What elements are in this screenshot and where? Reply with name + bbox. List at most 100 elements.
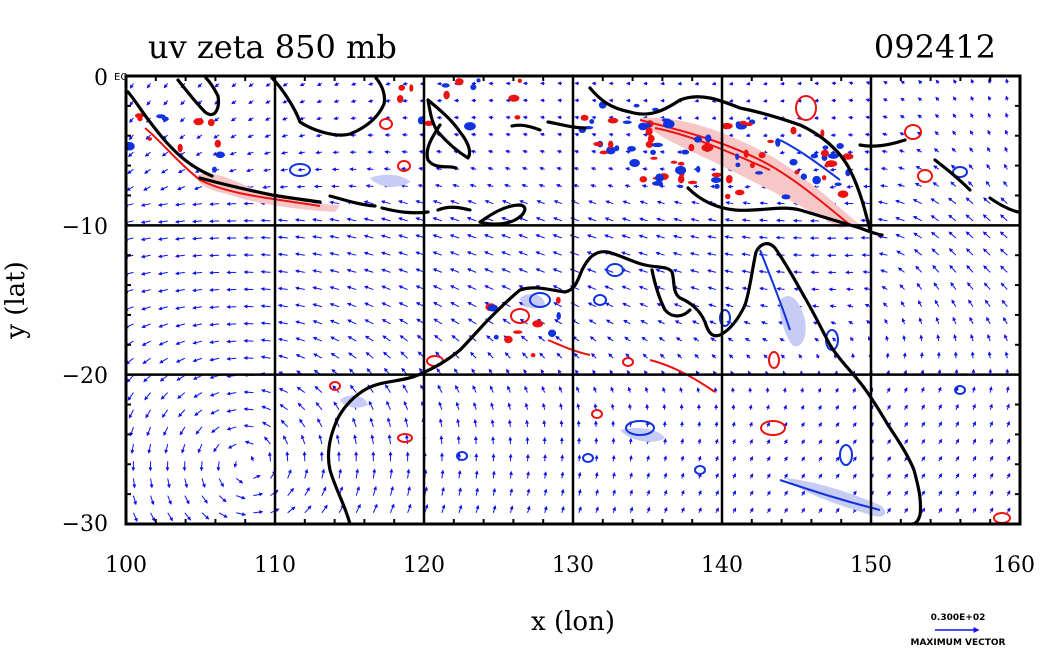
- wind-vector: [982, 214, 991, 222]
- wind-vector: [260, 338, 271, 343]
- wind-vector: [814, 337, 820, 342]
- wind-vector: [628, 437, 633, 445]
- wind-vector: [333, 82, 340, 86]
- wind-vector: [724, 235, 734, 240]
- wind-vector: [621, 285, 631, 291]
- wind-vector: [604, 234, 614, 239]
- negative-vorticity-blob: [650, 149, 656, 156]
- wind-vector: [129, 426, 134, 437]
- wind-vector: [518, 251, 528, 256]
- wind-vector: [724, 218, 734, 222]
- positive-vorticity-blob: [767, 139, 775, 144]
- vorticity-contour: [625, 420, 655, 436]
- wind-vector: [526, 471, 531, 479]
- wind-vector: [157, 219, 168, 224]
- wind-vector: [938, 455, 943, 462]
- negative-vorticity-blob: [627, 145, 636, 152]
- wind-vector: [554, 319, 563, 325]
- wind-vector: [197, 443, 203, 454]
- coastline-australia: [326, 242, 923, 524]
- wind-vector: [160, 168, 168, 174]
- y-axis-label: y (lat): [1, 261, 31, 340]
- wind-vector: [386, 400, 391, 410]
- wind-vector: [520, 335, 528, 342]
- wind-vector: [333, 116, 340, 121]
- negative-vorticity-blob: [464, 122, 476, 131]
- wind-vector: [230, 134, 237, 139]
- wind-vector: [904, 439, 909, 445]
- wind-vector: [1006, 438, 1011, 445]
- wind-vector: [557, 98, 562, 103]
- wind-vector: [180, 100, 186, 106]
- wind-vector: [611, 472, 616, 479]
- wind-vector: [277, 218, 288, 223]
- wind-vector: [605, 319, 614, 325]
- wind-vector: [714, 438, 719, 445]
- positive-vorticity-blob: [758, 152, 766, 159]
- wind-vector: [526, 488, 531, 496]
- wind-vector: [606, 336, 614, 342]
- wind-vector: [277, 235, 288, 240]
- wind-vector: [903, 387, 908, 393]
- wind-vector: [140, 289, 151, 294]
- vorticity-contour: [593, 294, 607, 306]
- wind-vector: [297, 402, 306, 411]
- negative-vorticity-blob: [735, 153, 740, 161]
- wind-vector: [472, 385, 477, 393]
- wind-vector: [555, 183, 562, 188]
- wind-vector: [677, 353, 683, 359]
- wind-vector: [383, 166, 391, 171]
- wind-vector: [953, 79, 958, 84]
- wind-vector: [782, 387, 787, 393]
- wind-vector: [456, 418, 461, 428]
- wind-vector: [398, 302, 408, 308]
- wind-vector: [728, 81, 734, 86]
- max-vector-magnitude: 0.300E+02: [931, 613, 986, 623]
- positive-vorticity-blob: [214, 139, 221, 148]
- wind-vector: [213, 134, 220, 139]
- wind-vector: [938, 490, 943, 496]
- vorticity-contour: [591, 409, 603, 419]
- wind-vector: [834, 387, 839, 393]
- wind-vector: [586, 268, 597, 273]
- wind-vector: [1004, 129, 1009, 136]
- wind-vector: [639, 200, 648, 205]
- wind-vector: [607, 184, 614, 188]
- wind-vector: [145, 409, 152, 419]
- wind-vector: [1000, 282, 1008, 290]
- wind-vector: [267, 451, 272, 462]
- vorticity-contour: [622, 357, 634, 367]
- wind-vector: [439, 435, 444, 445]
- wind-vector: [965, 231, 974, 239]
- wind-vector: [380, 217, 391, 222]
- wind-vector: [235, 478, 244, 484]
- wind-vector: [277, 252, 288, 257]
- wind-vector: [556, 352, 563, 359]
- wind-vector: [501, 199, 511, 205]
- wind-vector: [749, 456, 753, 462]
- wind-vector: [538, 183, 545, 188]
- wind-vector: [818, 422, 823, 428]
- negative-vorticity-blob: [836, 143, 844, 149]
- wind-vector: [641, 184, 648, 189]
- wind-vector: [918, 300, 923, 307]
- wind-vector: [277, 337, 288, 342]
- wind-vector: [951, 299, 957, 307]
- wind-vector: [451, 334, 460, 342]
- x-tick-label: 160: [993, 553, 1035, 578]
- wind-vector: [556, 149, 562, 154]
- wind-vector: [535, 268, 545, 273]
- wind-vector: [299, 82, 306, 87]
- wind-vector: [970, 78, 975, 84]
- wind-vector: [589, 336, 597, 342]
- wind-vector: [381, 285, 391, 291]
- wind-vector: [784, 507, 788, 514]
- wind-vector: [877, 217, 888, 222]
- wind-vector: [673, 217, 682, 222]
- wind-vector: [402, 81, 408, 86]
- wind-vector: [604, 217, 614, 222]
- wind-vector: [250, 455, 255, 462]
- wind-vector: [231, 83, 237, 88]
- wind-vector: [541, 402, 546, 410]
- wind-vector: [999, 214, 1008, 222]
